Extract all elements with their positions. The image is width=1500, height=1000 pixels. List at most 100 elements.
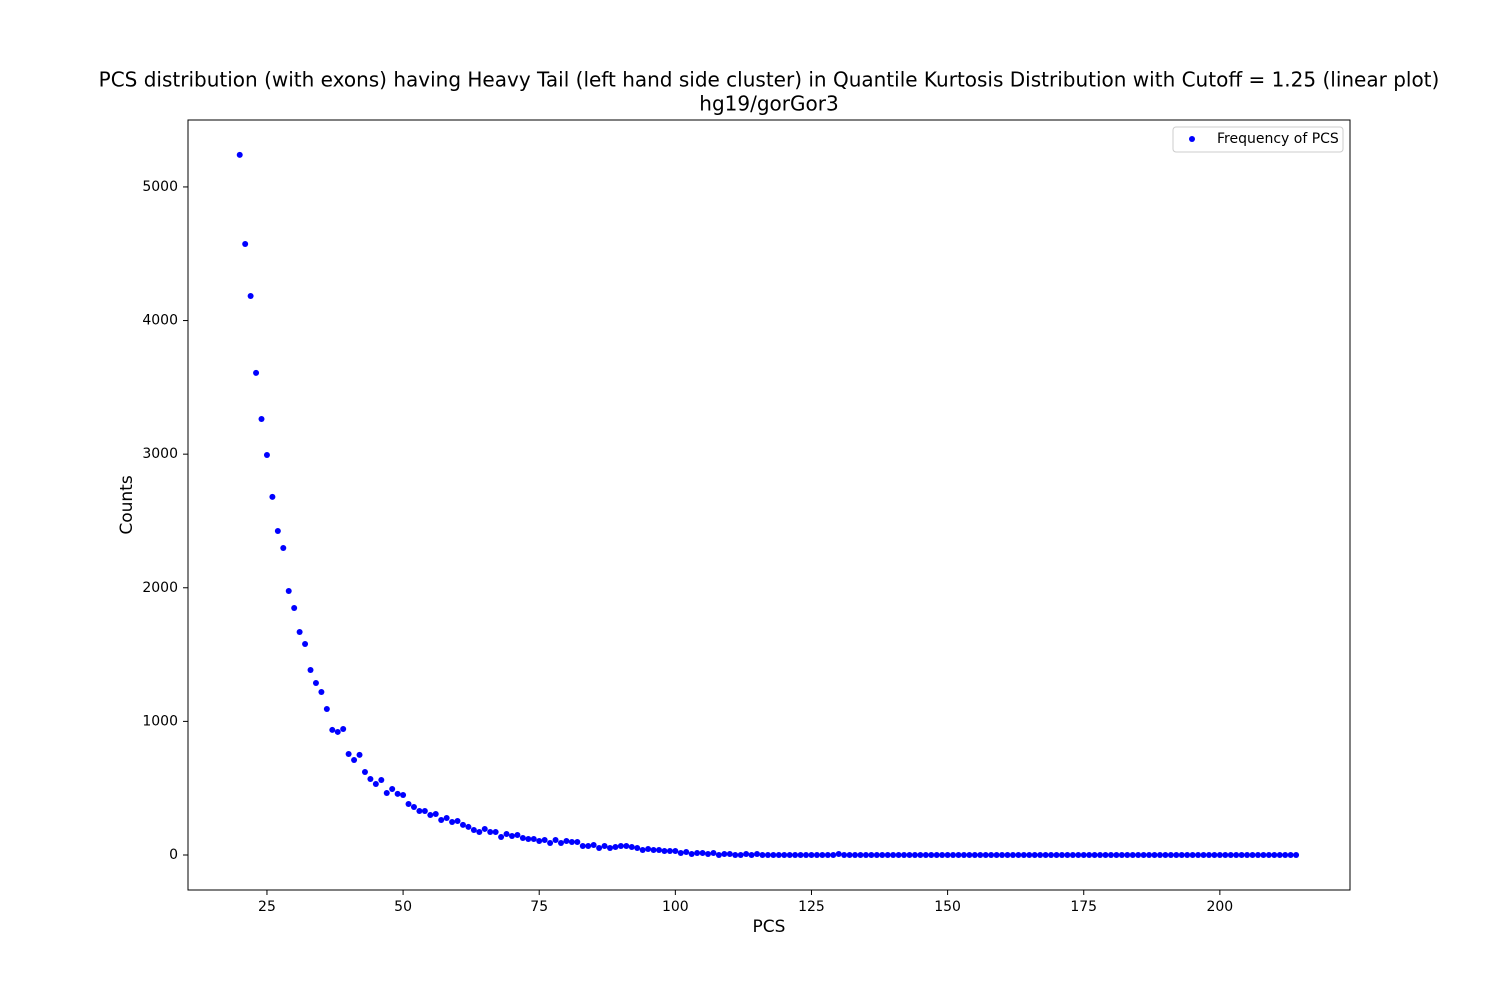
point (786, 851, 793, 858)
point (1124, 851, 1131, 858)
point (971, 851, 978, 858)
point (1086, 851, 1093, 858)
point (389, 785, 396, 792)
point (759, 851, 766, 858)
point (960, 851, 967, 858)
point (634, 845, 641, 852)
point (1026, 851, 1033, 858)
point (492, 829, 499, 836)
point (1254, 851, 1261, 858)
point (367, 775, 374, 782)
point (345, 750, 352, 757)
chart-subtitle: hg19/gorGor3 (699, 92, 838, 116)
point (770, 851, 777, 858)
point (607, 845, 614, 852)
point (372, 781, 379, 788)
point (1118, 851, 1125, 858)
x-tick-label: 100 (662, 899, 689, 915)
point (525, 835, 532, 842)
point (443, 814, 450, 821)
point (1260, 851, 1267, 858)
point (895, 851, 902, 858)
point (1287, 851, 1294, 858)
point (481, 825, 488, 832)
point (236, 151, 243, 158)
point (280, 544, 287, 551)
point (803, 851, 810, 858)
chart-title: PCS distribution (with exons) having Hea… (99, 68, 1440, 92)
point (792, 851, 799, 858)
x-tick-label: 75 (530, 899, 548, 915)
point (541, 837, 548, 844)
point (884, 851, 891, 858)
point (813, 851, 820, 858)
x-tick-label: 200 (1206, 899, 1233, 915)
point (427, 812, 434, 819)
point (519, 835, 526, 842)
point (1146, 851, 1153, 858)
point (601, 843, 608, 850)
point (302, 641, 309, 648)
point (1216, 851, 1223, 858)
point (1227, 851, 1234, 858)
point (835, 851, 842, 858)
point (378, 777, 385, 784)
point (1053, 851, 1060, 858)
point (1238, 851, 1245, 858)
point (906, 851, 913, 858)
point (421, 808, 428, 815)
point (694, 849, 701, 856)
point (1037, 851, 1044, 858)
point (944, 851, 951, 858)
point (1162, 851, 1169, 858)
legend-text: Frequency of PCS (1217, 131, 1339, 147)
y-tick-label: 0 (169, 847, 178, 863)
point (955, 851, 962, 858)
point (459, 821, 466, 828)
point (672, 847, 679, 854)
point (628, 843, 635, 850)
point (1064, 851, 1071, 858)
point (846, 851, 853, 858)
point (819, 851, 826, 858)
point (661, 847, 668, 854)
point (1135, 851, 1142, 858)
point (1211, 851, 1218, 858)
point (1167, 851, 1174, 858)
point (432, 810, 439, 817)
point (296, 628, 303, 635)
point (253, 369, 260, 376)
point (743, 851, 750, 858)
point (1113, 851, 1120, 858)
point (394, 790, 401, 797)
point (754, 851, 761, 858)
point (312, 680, 319, 687)
point (1031, 851, 1038, 858)
point (933, 851, 940, 858)
point (1075, 851, 1082, 858)
point (1020, 851, 1027, 858)
point (318, 688, 325, 695)
point (623, 843, 630, 850)
point (705, 851, 712, 858)
point (656, 847, 663, 854)
point (797, 851, 804, 858)
y-tick-label: 2000 (142, 580, 178, 596)
point (410, 804, 417, 811)
point (911, 851, 918, 858)
point (1080, 851, 1087, 858)
point (242, 240, 249, 247)
point (1156, 851, 1163, 858)
point (334, 728, 341, 735)
point (950, 851, 957, 858)
point (775, 851, 782, 858)
point (557, 839, 564, 846)
point (1042, 851, 1049, 858)
point (405, 800, 412, 807)
point (830, 851, 837, 858)
point (1102, 851, 1109, 858)
point (383, 789, 390, 796)
point (873, 851, 880, 858)
point (982, 851, 989, 858)
point (514, 831, 521, 838)
